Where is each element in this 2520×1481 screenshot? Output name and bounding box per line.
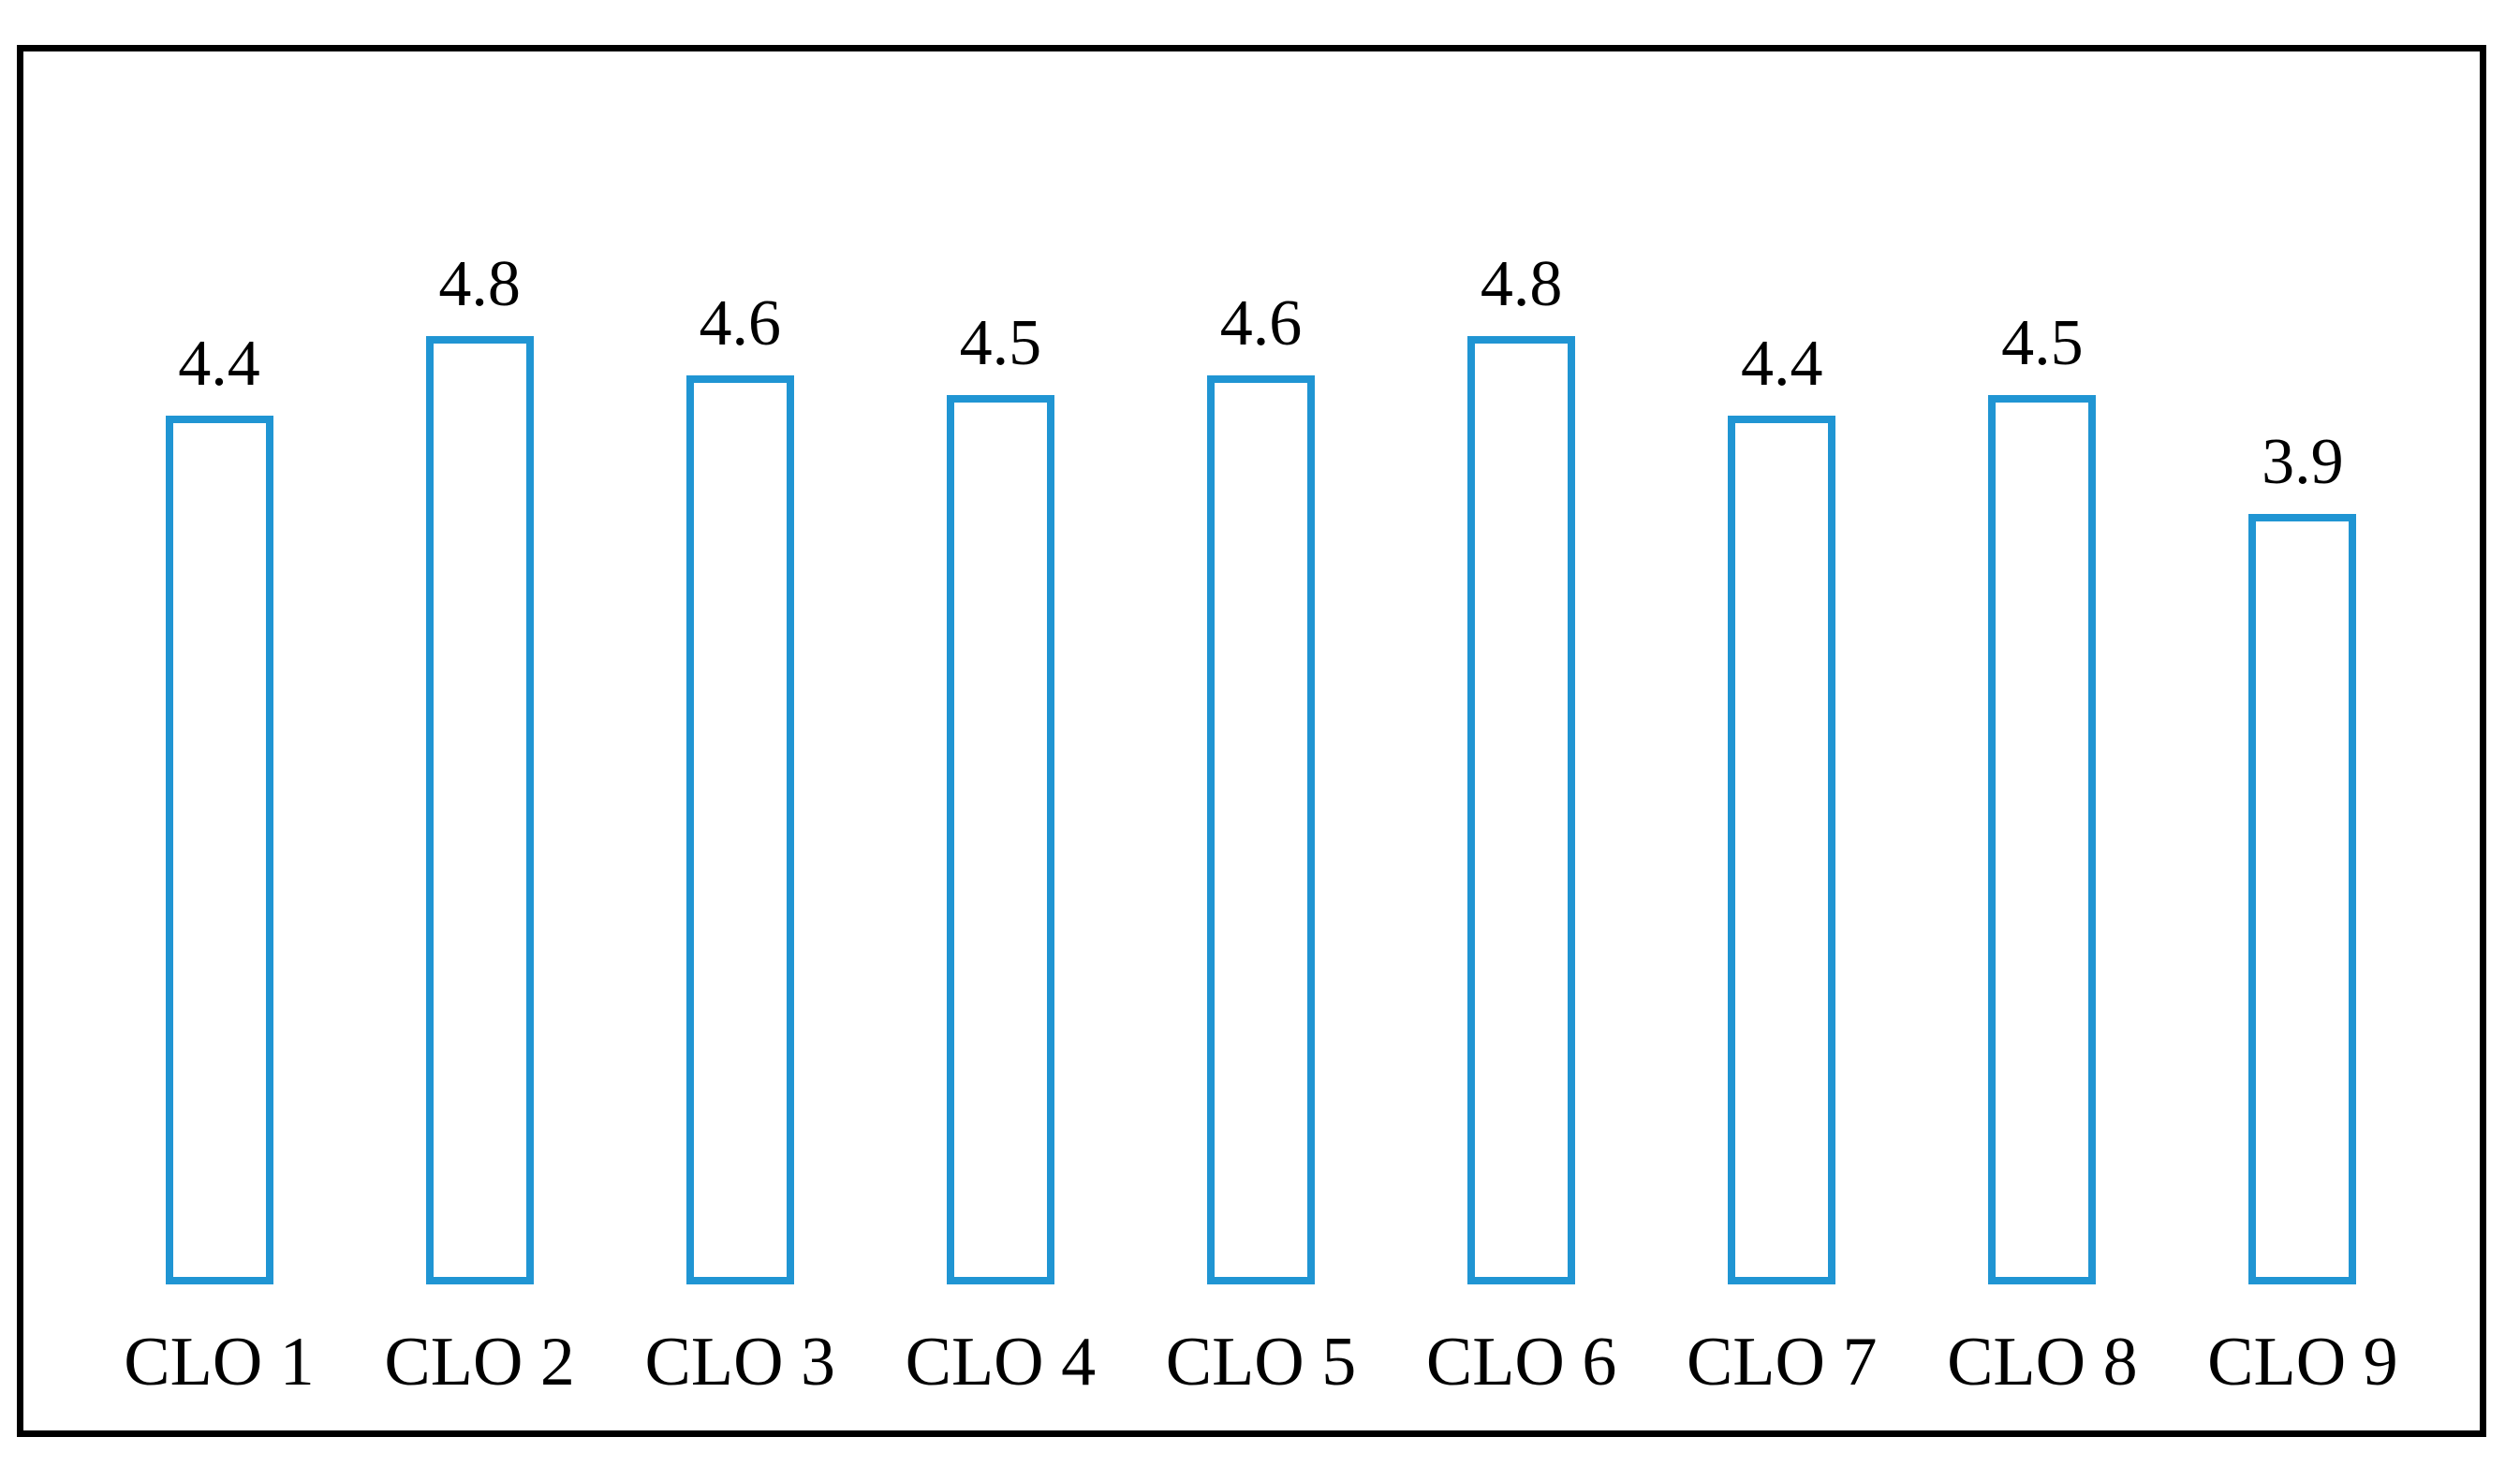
bar: [1467, 336, 1576, 1284]
category-label: CLO 2: [384, 1324, 575, 1400]
category-label: CLO 6: [1425, 1324, 1617, 1400]
bar-column: 4.4: [89, 331, 349, 1284]
category-label: CLO 5: [1165, 1324, 1357, 1400]
category-label: CLO 4: [905, 1324, 1097, 1400]
bar-column: 4.6: [1130, 291, 1391, 1284]
bar-data-label: 4.4: [178, 328, 260, 400]
plot-area: 4.4 4.8 4.6 4.5 4.6 4.8 4.4 4.5 3.9: [23, 51, 2480, 1284]
bar-data-label: 4.8: [438, 248, 521, 320]
bar: [165, 416, 273, 1284]
bar-data-label: 4.8: [1480, 248, 1563, 320]
bar-column: 4.6: [610, 291, 870, 1284]
bar-column: 4.8: [349, 252, 610, 1284]
bar: [1988, 395, 2097, 1284]
bar-column: 4.4: [1652, 331, 1912, 1284]
bar-column: 3.9: [2173, 430, 2433, 1284]
category-label: CLO 7: [1686, 1324, 1878, 1400]
bar: [1206, 375, 1315, 1284]
bar-data-label: 4.5: [959, 307, 1042, 379]
bar-data-label: 4.6: [1219, 287, 1303, 359]
category-label: CLO 9: [2207, 1324, 2398, 1400]
bar-data-label: 4.5: [2001, 307, 2084, 379]
bar-data-label: 4.6: [699, 287, 782, 359]
bar-column: 4.5: [870, 311, 1130, 1284]
category-label: CLO 1: [124, 1324, 315, 1400]
bar: [1728, 416, 1836, 1284]
bar-data-label: 3.9: [2262, 426, 2344, 498]
category-axis: CLO 1 CLO 2 CLO 3 CLO 4 CLO 5 CLO 6 CLO 7 CLO 8…: [23, 1284, 2480, 1397]
category-label: CLO 3: [644, 1324, 836, 1400]
bar-column: 4.5: [1912, 311, 2173, 1284]
bar: [685, 375, 794, 1284]
bar-column: 4.8: [1392, 252, 1652, 1284]
category-label: CLO 8: [1947, 1324, 2138, 1400]
bar-data-label: 4.4: [1740, 328, 1823, 400]
bar: [425, 336, 534, 1284]
bar: [946, 395, 1054, 1284]
bar: [2248, 514, 2357, 1284]
bar-chart: 4.4 4.8 4.6 4.5 4.6 4.8 4.4 4.5 3.9 CLO 1 CLO 2 CL…: [17, 45, 2486, 1437]
